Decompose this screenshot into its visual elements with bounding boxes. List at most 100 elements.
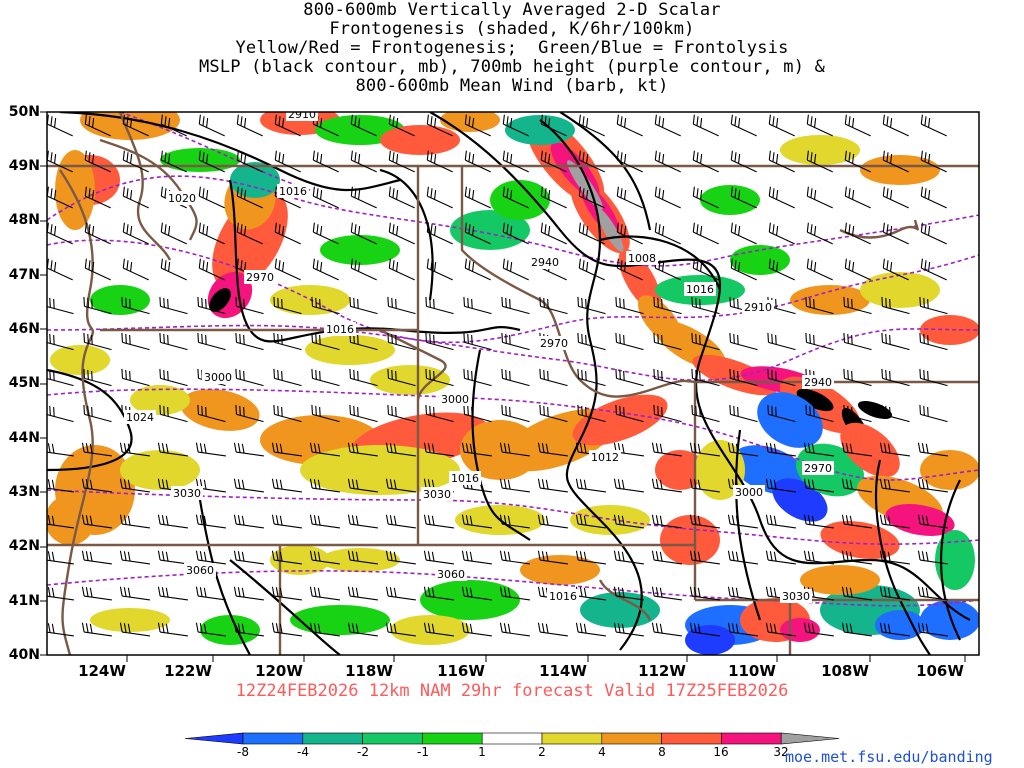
wind-barb (730, 258, 757, 281)
wind-barb (81, 478, 112, 493)
wind-barb (575, 478, 606, 493)
barb-feather (731, 515, 735, 525)
wind-barb (464, 114, 491, 137)
wind-barb (271, 550, 302, 565)
barb-feather (662, 225, 665, 236)
wind-barb (882, 150, 909, 173)
barb-staff (426, 305, 454, 315)
barb-feather (240, 188, 243, 198)
barb-feather (507, 587, 511, 598)
barb-feather (123, 515, 127, 525)
barb-feather (163, 333, 165, 344)
barb-staff (731, 267, 757, 281)
barb-feather (879, 622, 883, 633)
barb-feather (89, 551, 93, 562)
barb-feather (271, 478, 275, 489)
barb-feather (244, 189, 247, 200)
barb-feather (320, 261, 323, 272)
barb-feather (389, 551, 393, 561)
barb-feather (122, 114, 125, 125)
barb-feather (313, 515, 317, 525)
wind-barb (273, 368, 302, 387)
barb-feather (431, 587, 435, 598)
barb-feather (461, 622, 465, 633)
barb-staff (122, 451, 150, 457)
wind-barb (879, 550, 910, 565)
barb-feather (886, 116, 889, 126)
barb-feather (244, 117, 247, 128)
wind-barb (233, 550, 264, 565)
barb-staff (540, 305, 568, 315)
height-label-box (742, 300, 774, 314)
height-label: 2910 (744, 301, 772, 314)
wind-barb (575, 514, 606, 529)
barb-feather (852, 225, 855, 236)
barb-feather (312, 186, 315, 197)
mslp-label: 1016 (686, 283, 714, 296)
barb-feather (734, 152, 737, 162)
barb-feather (848, 152, 851, 162)
barb-staff (426, 559, 454, 565)
barb-feather (735, 587, 739, 598)
barb-feather (809, 405, 811, 416)
barb-feather (469, 515, 473, 526)
wind-barb (349, 368, 378, 387)
barb-feather (471, 334, 473, 345)
source-url-link[interactable]: moe.met.fsu.edu/banding (785, 748, 993, 766)
barb-feather (624, 261, 627, 272)
barb-feather (883, 551, 887, 561)
barb-feather (157, 442, 161, 453)
wind-barb (119, 586, 150, 601)
wind-barb (691, 404, 720, 423)
barb-feather (434, 261, 437, 272)
barb-staff (275, 159, 301, 173)
barb-feather (461, 550, 465, 561)
barb-staff (769, 195, 795, 209)
wind-barb (309, 550, 340, 565)
barb-staff (274, 341, 302, 351)
barb-feather (730, 258, 733, 269)
height-label-box (780, 589, 812, 603)
barb-feather (613, 478, 617, 489)
barb-feather (621, 623, 625, 634)
barb-staff (654, 413, 682, 423)
barb-staff (844, 631, 872, 637)
barb-feather (506, 152, 509, 162)
barb-staff (844, 413, 872, 423)
barb-feather (168, 117, 171, 128)
barb-feather (505, 297, 507, 308)
barb-staff (921, 159, 947, 173)
barb-feather (507, 515, 511, 526)
wind-barb (689, 478, 720, 493)
barb-feather (543, 405, 545, 416)
barb-staff (388, 413, 416, 423)
barb-feather (661, 370, 663, 381)
barb-staff (844, 341, 872, 351)
barb-feather (349, 404, 352, 415)
barb-feather (619, 297, 621, 308)
barb-feather (50, 152, 53, 162)
wind-barb (119, 622, 150, 637)
barb-feather (130, 261, 133, 272)
barb-feather (275, 551, 279, 561)
barb-feather (847, 333, 849, 344)
barb-staff (655, 267, 681, 281)
barb-feather (548, 153, 551, 164)
barb-staff (616, 377, 644, 387)
barb-feather (697, 623, 701, 634)
barb-feather (581, 369, 583, 380)
barb-feather (885, 297, 887, 308)
barb-feather (85, 515, 89, 525)
barb-staff (123, 159, 149, 173)
barb-staff (199, 267, 225, 281)
barb-feather (274, 258, 277, 269)
wind-barb (349, 296, 378, 315)
barb-staff (502, 305, 530, 315)
barb-staff (692, 305, 720, 315)
barb-feather (385, 442, 389, 453)
barb-feather (273, 404, 276, 415)
barb-feather (396, 153, 399, 164)
frontogenesis-cell (935, 530, 975, 590)
barb-feather (617, 551, 621, 561)
barb-feather (53, 298, 55, 309)
